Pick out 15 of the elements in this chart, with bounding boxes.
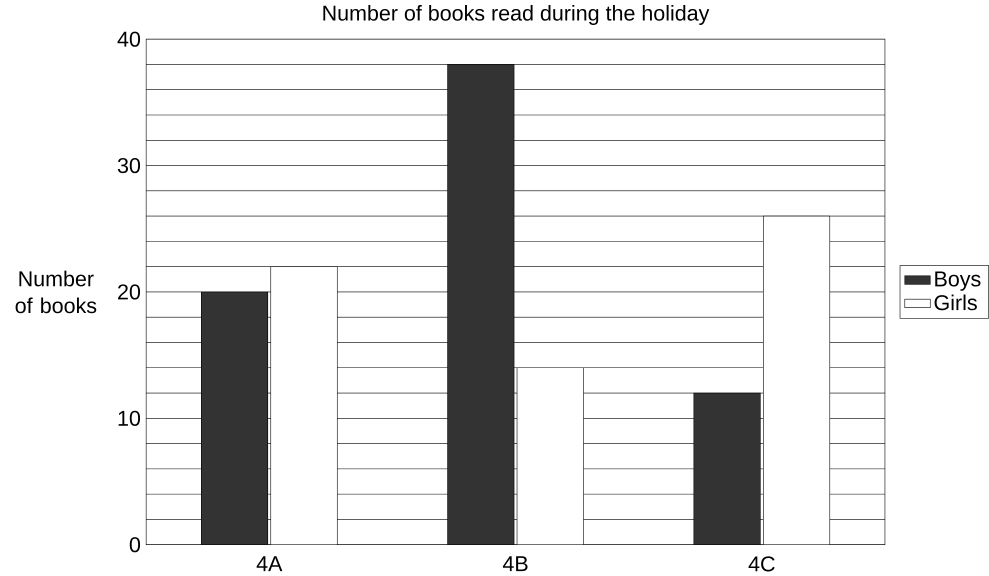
legend-label: Girls xyxy=(934,294,977,310)
x-tick-label: 4C xyxy=(748,556,775,572)
y-tick-label: 10 xyxy=(118,410,140,426)
legend-label: Boys xyxy=(935,271,980,291)
y-tick-label: 40 xyxy=(118,31,140,47)
bar xyxy=(447,64,514,544)
chart-title: Number of books read during the holiday xyxy=(323,4,710,25)
y-tick-label: 0 xyxy=(130,536,140,552)
y-tick-label: 20 xyxy=(118,284,140,300)
y-axis-title: Number of books xyxy=(16,270,96,313)
bar xyxy=(694,392,761,544)
x-tick-label: 4A xyxy=(256,556,282,571)
bar xyxy=(201,291,268,544)
y-tick-label: 30 xyxy=(118,158,140,173)
x-tick-label: 4B xyxy=(502,556,528,571)
